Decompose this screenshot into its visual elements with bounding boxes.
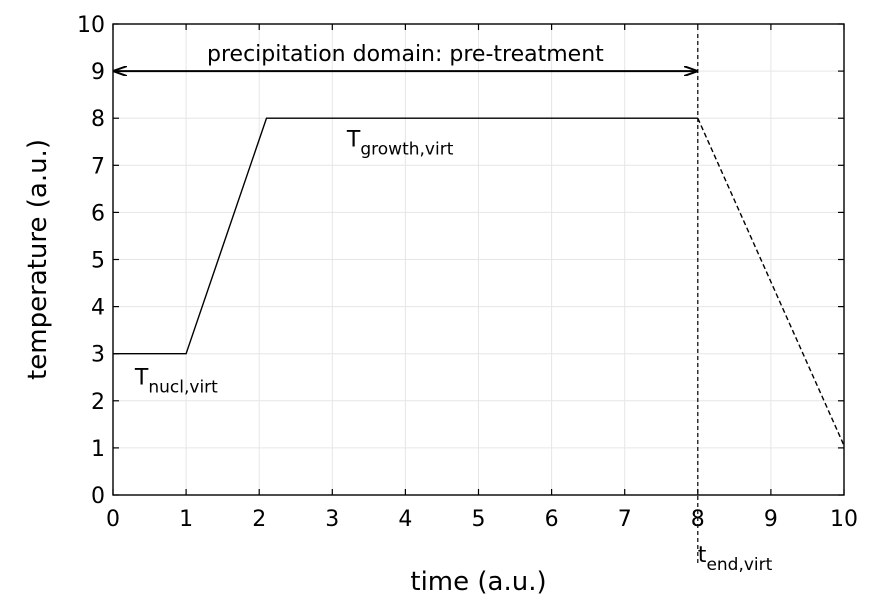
x-axis-title: time (a.u.) bbox=[410, 567, 546, 597]
x-tick-label-9: 9 bbox=[764, 507, 778, 532]
y-tick-label-7: 7 bbox=[91, 154, 105, 179]
x-tick-label-6: 6 bbox=[545, 507, 559, 532]
series-group bbox=[113, 34, 845, 563]
y-tick-label-2: 2 bbox=[91, 390, 105, 415]
plot-frame bbox=[112, 23, 845, 496]
y-tick-label-8: 8 bbox=[91, 107, 105, 132]
y-tick-label-5: 5 bbox=[91, 249, 105, 274]
y-tick-label-0: 0 bbox=[91, 484, 105, 509]
domain-arrow: precipitation domain: pre-treatment bbox=[114, 42, 697, 71]
annotation-t-end-sub: end,virt bbox=[706, 555, 772, 575]
annotation-t-end-main: t bbox=[698, 543, 707, 568]
x-tick-label-2: 2 bbox=[252, 507, 266, 532]
series-line-1 bbox=[697, 117, 845, 446]
annotation-t-nucl-sub: nucl,virt bbox=[148, 377, 218, 397]
y-tick-label-6: 6 bbox=[91, 201, 105, 226]
domain-arrow-label: precipitation domain: pre-treatment bbox=[207, 42, 604, 67]
grid bbox=[112, 23, 845, 496]
x-tick-label-5: 5 bbox=[472, 507, 486, 532]
y-axis-title: temperature (a.u.) bbox=[23, 139, 53, 380]
y-tick-label-9: 9 bbox=[91, 60, 105, 85]
annotation-t-growth-main: T bbox=[346, 127, 361, 152]
annotation-t-growth-sub: growth,virt bbox=[360, 139, 453, 159]
y-tick-label-10: 10 bbox=[77, 13, 105, 38]
tick-labels: 0 1 2 3 4 5 6 7 8 9 10 0 1 2 3 4 5 6 7 8 9 10 bbox=[77, 13, 858, 532]
annotation-t-end: tend,virt bbox=[698, 543, 773, 575]
x-tick-label-10: 10 bbox=[830, 507, 858, 532]
x-tick-label-4: 4 bbox=[398, 507, 412, 532]
y-tick-label-3: 3 bbox=[91, 343, 105, 368]
x-tick-label-0: 0 bbox=[106, 507, 120, 532]
y-tick-label-4: 4 bbox=[91, 296, 105, 321]
annotation-t-nucl-main: T bbox=[134, 365, 149, 390]
y-tick-label-1: 1 bbox=[91, 437, 105, 462]
x-tick-label-1: 1 bbox=[179, 507, 193, 532]
annotation-t-nucl: Tnucl,virt bbox=[134, 365, 218, 397]
x-tick-label-3: 3 bbox=[325, 507, 339, 532]
annotation-t-growth: Tgrowth,virt bbox=[346, 127, 454, 159]
x-tick-label-8: 8 bbox=[691, 507, 705, 532]
series-line-0 bbox=[113, 117, 698, 355]
x-tick-label-7: 7 bbox=[618, 507, 632, 532]
